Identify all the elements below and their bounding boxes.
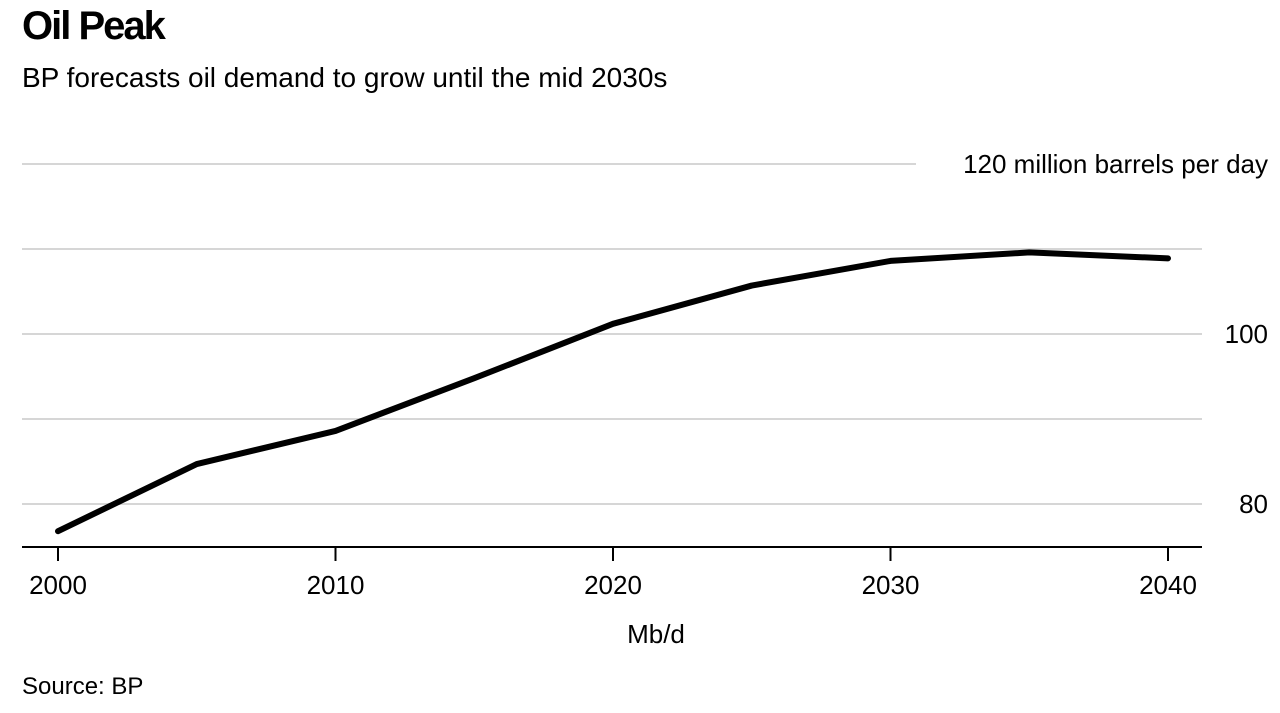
x-tick-label-2030: 2030 (862, 570, 920, 600)
chart-subtitle: BP forecasts oil demand to grow until th… (22, 62, 668, 93)
x-tick-label-2020: 2020 (584, 570, 642, 600)
y-tick-label-80: 80 (1239, 489, 1268, 519)
axes (22, 546, 1202, 561)
y-tick-label-120: 120 million barrels per day (963, 149, 1268, 179)
x-tick-label-2000: 2000 (29, 570, 87, 600)
series-layer (55, 249, 1171, 535)
gridlines (22, 163, 1202, 505)
source-note: Source: BP (22, 673, 144, 700)
chart-title: Oil Peak (22, 4, 166, 48)
x-tick-label-2040: 2040 (1139, 570, 1197, 600)
series-line-0 (55, 249, 1171, 535)
y-tick-label-100: 100 (1225, 319, 1268, 349)
x-axis-label: Mb/d (627, 619, 685, 649)
x-tick-label-2010: 2010 (307, 570, 365, 600)
tick-labels: 80 100 120 million barrels per day 2000 2010… (29, 149, 1268, 649)
